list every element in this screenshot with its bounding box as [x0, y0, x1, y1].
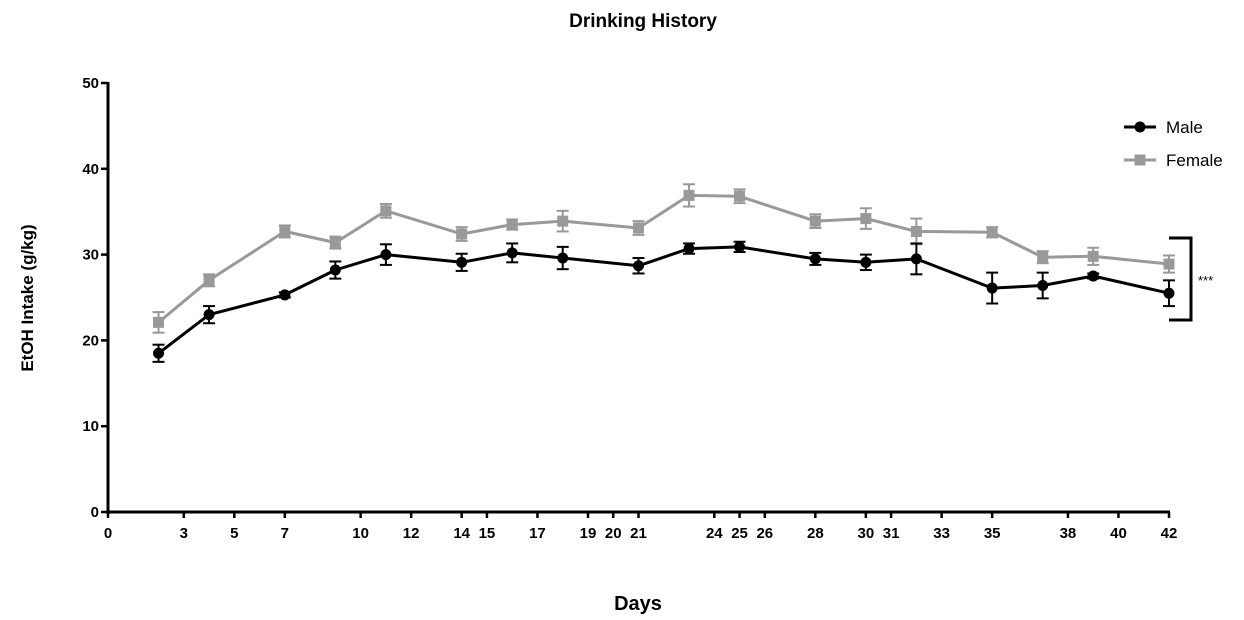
x-tick-label: 10 [352, 525, 369, 542]
x-tick-label: 33 [933, 525, 950, 542]
x-tick-label: 15 [479, 525, 496, 542]
male-point [1163, 287, 1175, 299]
y-tick-label: 50 [82, 75, 99, 92]
y-tick-label: 30 [82, 247, 99, 264]
x-tick-label: 28 [807, 525, 824, 542]
x-axis-label: Days [614, 593, 662, 615]
x-tick-label: 14 [453, 525, 470, 542]
female-point [153, 316, 165, 328]
male-point [203, 309, 215, 321]
female-point [506, 219, 518, 231]
x-tick-label: 42 [1161, 525, 1178, 542]
y-tick-label: 40 [82, 161, 99, 178]
male-point [329, 264, 341, 276]
legend-item-male: Male [1124, 118, 1203, 137]
male-point [734, 241, 746, 253]
legend-label: Male [1166, 118, 1203, 137]
x-tick-label: 38 [1060, 525, 1077, 542]
female-point [1087, 250, 1099, 262]
x-tick-label: 35 [984, 525, 1001, 542]
male-line [157, 245, 1170, 355]
significance-bracket [1169, 236, 1193, 322]
chart-title: Drinking History [569, 11, 717, 32]
y-tick-label: 10 [82, 418, 99, 435]
x-tick-label: 40 [1110, 525, 1127, 542]
female-point [860, 213, 872, 225]
plot-area [152, 183, 1175, 363]
female-point [1163, 258, 1175, 270]
male-point [506, 247, 518, 259]
male-point [986, 282, 998, 294]
female-point [633, 222, 644, 234]
female-point [380, 205, 392, 217]
significance-annotation: *** [1169, 236, 1213, 322]
x-tick-label: 20 [605, 525, 622, 542]
male-point [153, 347, 165, 359]
x-tick-label: 30 [858, 525, 875, 542]
male-point [380, 249, 392, 261]
legend-item-female: Female [1124, 151, 1223, 170]
x-tick-label: 26 [756, 525, 773, 542]
male-point [860, 256, 872, 268]
female-line [157, 193, 1170, 324]
legend-marker [1134, 121, 1146, 133]
x-tick-label: 12 [403, 525, 420, 542]
female-point [557, 215, 569, 227]
male-point [633, 260, 644, 272]
female-point [456, 228, 468, 240]
female-point [329, 237, 341, 249]
male-point [1037, 279, 1049, 291]
x-tick-label: 7 [281, 525, 289, 542]
x-tick-label: 0 [104, 525, 112, 542]
y-axis-label: EtOH Intake (g/kg) [18, 224, 37, 371]
female-point [986, 226, 998, 238]
female-point [809, 215, 821, 227]
x-tick-label: 31 [883, 525, 900, 542]
male-point [1087, 270, 1099, 282]
female-point [734, 190, 746, 202]
male-series [152, 240, 1175, 363]
legend-label: Female [1166, 151, 1223, 170]
legend: Male Female [1124, 118, 1223, 170]
female-point [1037, 251, 1049, 263]
female-point [279, 225, 291, 237]
male-point [910, 253, 922, 265]
y-tick-label: 20 [82, 332, 99, 349]
x-tick-label: 5 [230, 525, 238, 542]
y-tick-label: 0 [91, 504, 99, 521]
male-point [683, 243, 695, 255]
male-point [279, 289, 291, 301]
x-tick-label: 17 [529, 525, 546, 542]
female-point [203, 274, 215, 286]
female-point [683, 189, 695, 201]
male-point [456, 256, 468, 268]
significance-label: *** [1198, 273, 1213, 288]
x-tick-label: 25 [731, 525, 748, 542]
legend-marker [1134, 154, 1146, 166]
x-tick-label: 19 [580, 525, 597, 542]
male-point [809, 253, 821, 265]
female-point [910, 225, 922, 237]
male-point [557, 252, 569, 264]
x-tick-label: 21 [630, 525, 647, 542]
female-series [152, 183, 1175, 334]
x-tick-label: 3 [180, 525, 188, 542]
x-tick-label: 24 [706, 525, 723, 542]
